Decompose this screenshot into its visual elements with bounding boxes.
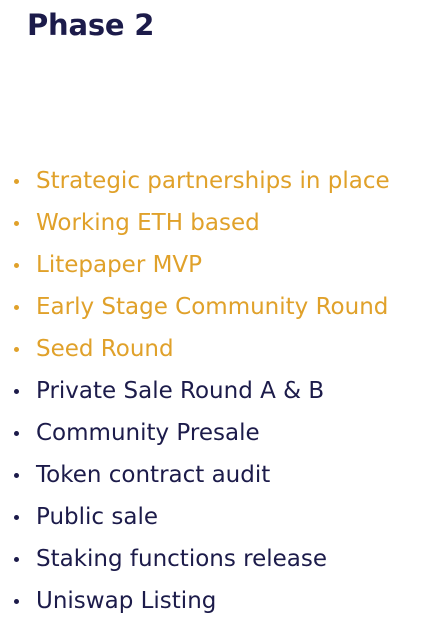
bullet-icon xyxy=(14,599,19,604)
roadmap-item-community-presale: Community Presale xyxy=(0,412,436,454)
roadmap-item-label: Staking functions release xyxy=(36,546,328,572)
bullet-icon xyxy=(14,557,19,562)
roadmap-item-label: Uniswap Listing xyxy=(36,588,217,614)
bullet-icon xyxy=(14,389,19,394)
roadmap-item-label: Community Presale xyxy=(36,420,260,446)
roadmap-item-label: Seed Round xyxy=(36,336,174,362)
bullet-icon xyxy=(14,431,19,436)
roadmap-item-staking-release: Staking functions release xyxy=(0,538,436,580)
roadmap-item-label: Strategic partnerships in place xyxy=(36,168,390,194)
roadmap-item-private-sale: Private Sale Round A & B xyxy=(0,370,436,412)
bullet-icon xyxy=(14,347,19,352)
roadmap-item-seed-round: Seed Round xyxy=(0,328,436,370)
roadmap-item-working-eth: Working ETH based xyxy=(0,202,436,244)
bullet-icon xyxy=(14,305,19,310)
bullet-icon xyxy=(14,179,19,184)
bullet-icon xyxy=(14,221,19,226)
roadmap-item-label: Public sale xyxy=(36,504,158,530)
roadmap-item-label: Token contract audit xyxy=(36,462,271,488)
roadmap-list: Strategic partnerships in place Working … xyxy=(0,160,436,622)
roadmap-item-early-stage-round: Early Stage Community Round xyxy=(0,286,436,328)
roadmap-item-litepaper: Litepaper MVP xyxy=(0,244,436,286)
roadmap-item-label: Private Sale Round A & B xyxy=(36,378,325,404)
roadmap-item-strategic-partnerships: Strategic partnerships in place xyxy=(0,160,436,202)
roadmap-item-label: Working ETH based xyxy=(36,210,260,236)
bullet-icon xyxy=(14,473,19,478)
roadmap-item-label: Early Stage Community Round xyxy=(36,294,389,320)
roadmap-item-label: Litepaper MVP xyxy=(36,252,203,278)
bullet-icon xyxy=(14,263,19,268)
roadmap-item-uniswap-listing: Uniswap Listing xyxy=(0,580,436,622)
bullet-icon xyxy=(14,515,19,520)
roadmap-item-public-sale: Public sale xyxy=(0,496,436,538)
roadmap-item-contract-audit: Token contract audit xyxy=(0,454,436,496)
phase-title: Phase 2 xyxy=(27,8,155,42)
